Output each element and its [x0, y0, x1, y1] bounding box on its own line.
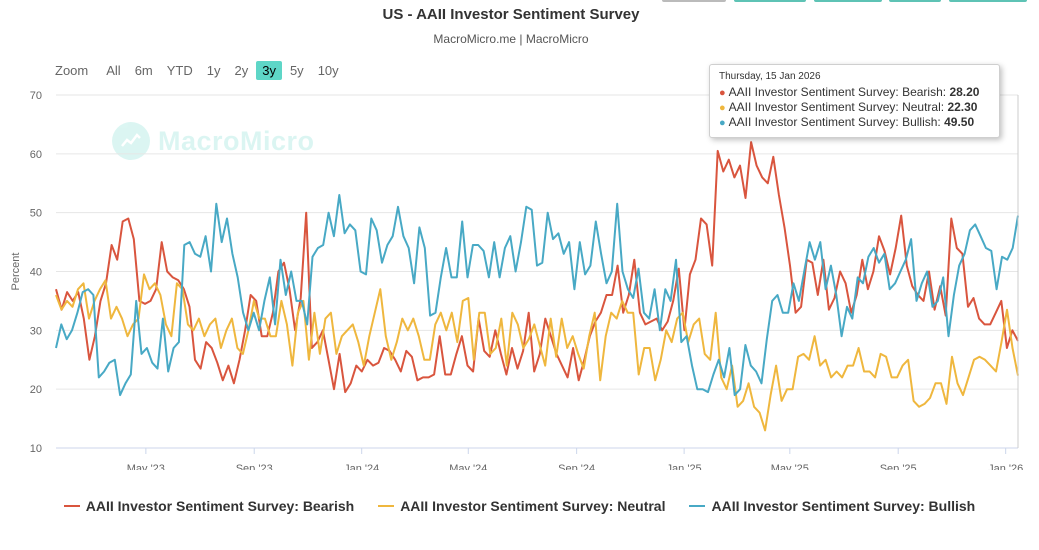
tooltip-value: 49.50 [944, 115, 975, 129]
x-tick-label: May '24 [449, 463, 487, 470]
tooltip-date: Thursday, 15 Jan 2026 [719, 71, 821, 82]
zoom-label: Zoom [55, 63, 89, 78]
tooltip-label: AAII Investor Sentiment Survey: Bearish: [728, 85, 947, 99]
bearish-dot-icon: ● [719, 87, 726, 99]
legend-label: AAII Investor Sentiment Survey: Bullish [711, 498, 976, 514]
range-button-ytd[interactable]: YTD [166, 63, 193, 78]
tooltip-label: AAII Investor Sentiment Survey: Neutral: [728, 100, 945, 114]
range-button-1y[interactable]: 1y [206, 63, 221, 78]
watermark-text: MacroMicro [158, 125, 315, 156]
tooltip-value: 28.20 [949, 85, 980, 99]
y-tick-label: 30 [30, 325, 42, 337]
top-tab-strip[interactable] [949, 0, 1027, 2]
range-button-10y[interactable]: 10y [317, 63, 339, 78]
bullish-dot-icon: ● [719, 117, 726, 129]
bullish-line-icon [689, 505, 706, 507]
range-selector: Zoom All 6m YTD 1y 2y 3y 5y 10y [51, 61, 345, 80]
chart-tooltip: Thursday, 15 Jan 2026 ● AAII Investor Sen… [709, 64, 1000, 138]
legend-item-neutral[interactable]: AAII Investor Sentiment Survey: Neutral [378, 498, 665, 514]
tooltip-row-neutral: ● AAII Investor Sentiment Survey: Neutral… [719, 100, 977, 114]
chart-plot-area[interactable]: 10 20 30 40 50 60 70 May '23 Sep '23 Jan '24 May '… [0, 85, 1039, 470]
y-axis-label: Percent [10, 253, 22, 291]
y-tick-label: 20 [30, 384, 42, 396]
range-button-2y[interactable]: 2y [234, 63, 249, 78]
tooltip-row-bullish: ● AAII Investor Sentiment Survey: Bullish… [719, 115, 974, 129]
chart-title: US - AAII Investor Sentiment Survey [382, 6, 640, 23]
range-button-3y[interactable]: 3y [256, 61, 282, 80]
legend-label: AAII Investor Sentiment Survey: Neutral [400, 498, 666, 514]
top-tab-strip[interactable] [734, 0, 806, 2]
legend-item-bearish[interactable]: AAII Investor Sentiment Survey: Bearish [63, 498, 355, 514]
x-tick-label: Sep '24 [558, 463, 595, 470]
range-button-5y[interactable]: 5y [289, 63, 304, 78]
watermark-logo: MacroMicro [112, 122, 315, 160]
y-tick-label: 60 [30, 149, 42, 161]
tooltip-row-bearish: ● AAII Investor Sentiment Survey: Bearish… [719, 85, 979, 99]
x-tick-label: Sep '25 [880, 463, 917, 470]
tooltip-label: AAII Investor Sentiment Survey: Bullish: [728, 115, 941, 129]
neutral-line-icon [378, 505, 395, 507]
bearish-line-icon [63, 505, 80, 507]
y-tick-label: 10 [30, 443, 42, 455]
x-tick-label: Jan '24 [344, 463, 379, 470]
neutral-dot-icon: ● [719, 102, 726, 114]
top-tab-strip[interactable] [889, 0, 941, 2]
tooltip-value: 22.30 [947, 100, 978, 114]
x-tick-label: Jan '25 [667, 463, 702, 470]
y-tick-label: 50 [30, 208, 42, 220]
x-tick-label: Sep '23 [236, 463, 273, 470]
y-tick-label: 40 [30, 267, 42, 279]
legend-label: AAII Investor Sentiment Survey: Bearish [85, 498, 355, 514]
range-button-6m[interactable]: 6m [134, 63, 153, 78]
legend-item-bullish[interactable]: AAII Investor Sentiment Survey: Bullish [689, 498, 975, 514]
x-tick-label: May '25 [771, 463, 809, 470]
top-tab-strip[interactable] [814, 0, 882, 2]
top-tab-strip[interactable] [662, 0, 726, 2]
chart-legend: AAII Investor Sentiment Survey: Bearish … [0, 498, 1039, 514]
range-button-all[interactable]: All [106, 63, 121, 78]
x-tick-label: Jan '26 [988, 463, 1023, 470]
series-line-neutral [55, 273, 1019, 432]
series-line-bearish [55, 141, 1019, 394]
chart-subtitle: MacroMicro.me | MacroMicro [433, 32, 589, 46]
series-line-bullish [55, 194, 1019, 397]
y-tick-label: 70 [30, 90, 42, 102]
x-tick-label: May '23 [127, 463, 165, 470]
